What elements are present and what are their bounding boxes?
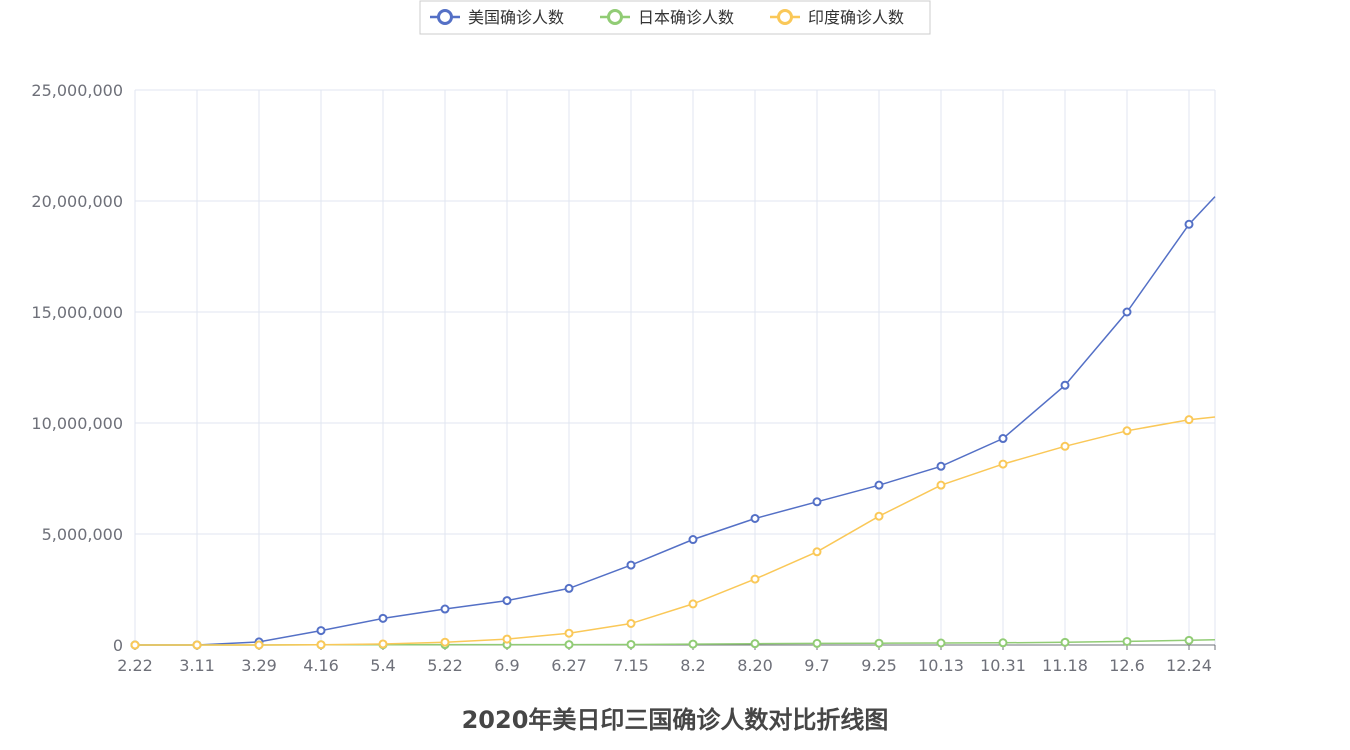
data-point[interactable] — [688, 639, 698, 649]
chart-title: 2020年美日印三国确诊人数对比折线图 — [462, 706, 889, 734]
data-point[interactable] — [1122, 426, 1132, 436]
legend-marker — [437, 9, 453, 25]
data-point[interactable] — [564, 583, 574, 593]
data-point[interactable] — [130, 640, 140, 650]
data-point[interactable] — [1184, 219, 1194, 229]
y-tick-label: 15,000,000 — [31, 303, 123, 322]
x-tick-label: 6.9 — [494, 656, 519, 675]
axes: 0 5,000,000 10,000,000 15,000,000 20,000,000… — [31, 81, 1216, 675]
x-tick-label: 6.27 — [551, 656, 587, 675]
y-tick-label: 5,000,000 — [42, 525, 123, 544]
x-tick-label: 12.24 — [1166, 656, 1212, 675]
data-point[interactable] — [316, 626, 326, 636]
data-point[interactable] — [1060, 637, 1070, 647]
data-point[interactable] — [936, 638, 946, 648]
x-tick-label: 8.2 — [680, 656, 705, 675]
x-tick-label: 10.31 — [980, 656, 1026, 675]
legend-item-1[interactable]: 日本确诊人数 — [600, 8, 734, 27]
x-tick-label: 11.18 — [1042, 656, 1088, 675]
data-point[interactable] — [998, 638, 1008, 648]
x-tick-label: 3.29 — [241, 656, 277, 675]
legend-item-0[interactable]: 美国确诊人数 — [430, 8, 564, 27]
data-point[interactable] — [1060, 441, 1070, 451]
data-point[interactable] — [502, 596, 512, 606]
data-point[interactable] — [750, 574, 760, 584]
data-point[interactable] — [378, 639, 388, 649]
legend[interactable]: 美国确诊人数 日本确诊人数 印度确诊人数 — [419, 0, 931, 35]
legend-label: 印度确诊人数 — [808, 8, 904, 27]
data-point[interactable] — [378, 613, 388, 623]
legend-marker — [777, 9, 793, 25]
x-tick-label: 5.4 — [370, 656, 395, 675]
x-tick-label: 9.7 — [804, 656, 829, 675]
series-line-0 — [135, 196, 1216, 646]
x-tick-label: 3.11 — [179, 656, 215, 675]
data-point[interactable] — [1184, 415, 1194, 425]
legend-item-2[interactable]: 印度确诊人数 — [770, 8, 904, 27]
data-point[interactable] — [998, 459, 1008, 469]
x-tick-label: 5.22 — [427, 656, 463, 675]
data-point[interactable] — [254, 640, 264, 650]
data-point[interactable] — [1060, 380, 1070, 390]
data-point[interactable] — [440, 637, 450, 647]
data-point[interactable] — [812, 497, 822, 507]
legend-box — [419, 0, 931, 35]
x-tick-label: 10.13 — [918, 656, 964, 675]
data-point[interactable] — [440, 604, 450, 614]
data-point[interactable] — [998, 434, 1008, 444]
legend-label: 日本确诊人数 — [638, 8, 734, 27]
data-point[interactable] — [936, 480, 946, 490]
x-tick-label: 8.20 — [737, 656, 773, 675]
data-point[interactable] — [688, 599, 698, 609]
data-point[interactable] — [936, 461, 946, 471]
legend-label: 美国确诊人数 — [468, 8, 564, 27]
legend-marker — [607, 9, 623, 25]
data-point[interactable] — [750, 513, 760, 523]
data-point[interactable] — [1122, 307, 1132, 317]
grid — [134, 89, 1216, 646]
y-tick-label: 20,000,000 — [31, 192, 123, 211]
data-point[interactable] — [626, 639, 636, 649]
data-point[interactable] — [750, 639, 760, 649]
data-point[interactable] — [688, 535, 698, 545]
data-point[interactable] — [874, 511, 884, 521]
x-tick-label: 7.15 — [613, 656, 649, 675]
data-point[interactable] — [626, 560, 636, 570]
x-tick-label: 2.22 — [117, 656, 153, 675]
data-point[interactable] — [316, 640, 326, 650]
y-tick-label: 25,000,000 — [31, 81, 123, 100]
data-point[interactable] — [812, 638, 822, 648]
data-point[interactable] — [502, 634, 512, 644]
data-point[interactable] — [812, 547, 822, 557]
series-layer — [130, 196, 1216, 650]
data-point[interactable] — [874, 638, 884, 648]
data-point[interactable] — [564, 628, 574, 638]
x-tick-label: 4.16 — [303, 656, 339, 675]
data-point[interactable] — [874, 480, 884, 490]
y-tick-label: 10,000,000 — [31, 414, 123, 433]
x-tick-label: 12.6 — [1109, 656, 1145, 675]
series-line-2 — [135, 416, 1216, 646]
y-tick-label: 0 — [113, 636, 123, 655]
data-point[interactable] — [626, 618, 636, 628]
data-point[interactable] — [1122, 636, 1132, 646]
data-point[interactable] — [564, 640, 574, 650]
data-point[interactable] — [1184, 635, 1194, 645]
x-tick-label: 9.25 — [861, 656, 897, 675]
data-point[interactable] — [192, 640, 202, 650]
